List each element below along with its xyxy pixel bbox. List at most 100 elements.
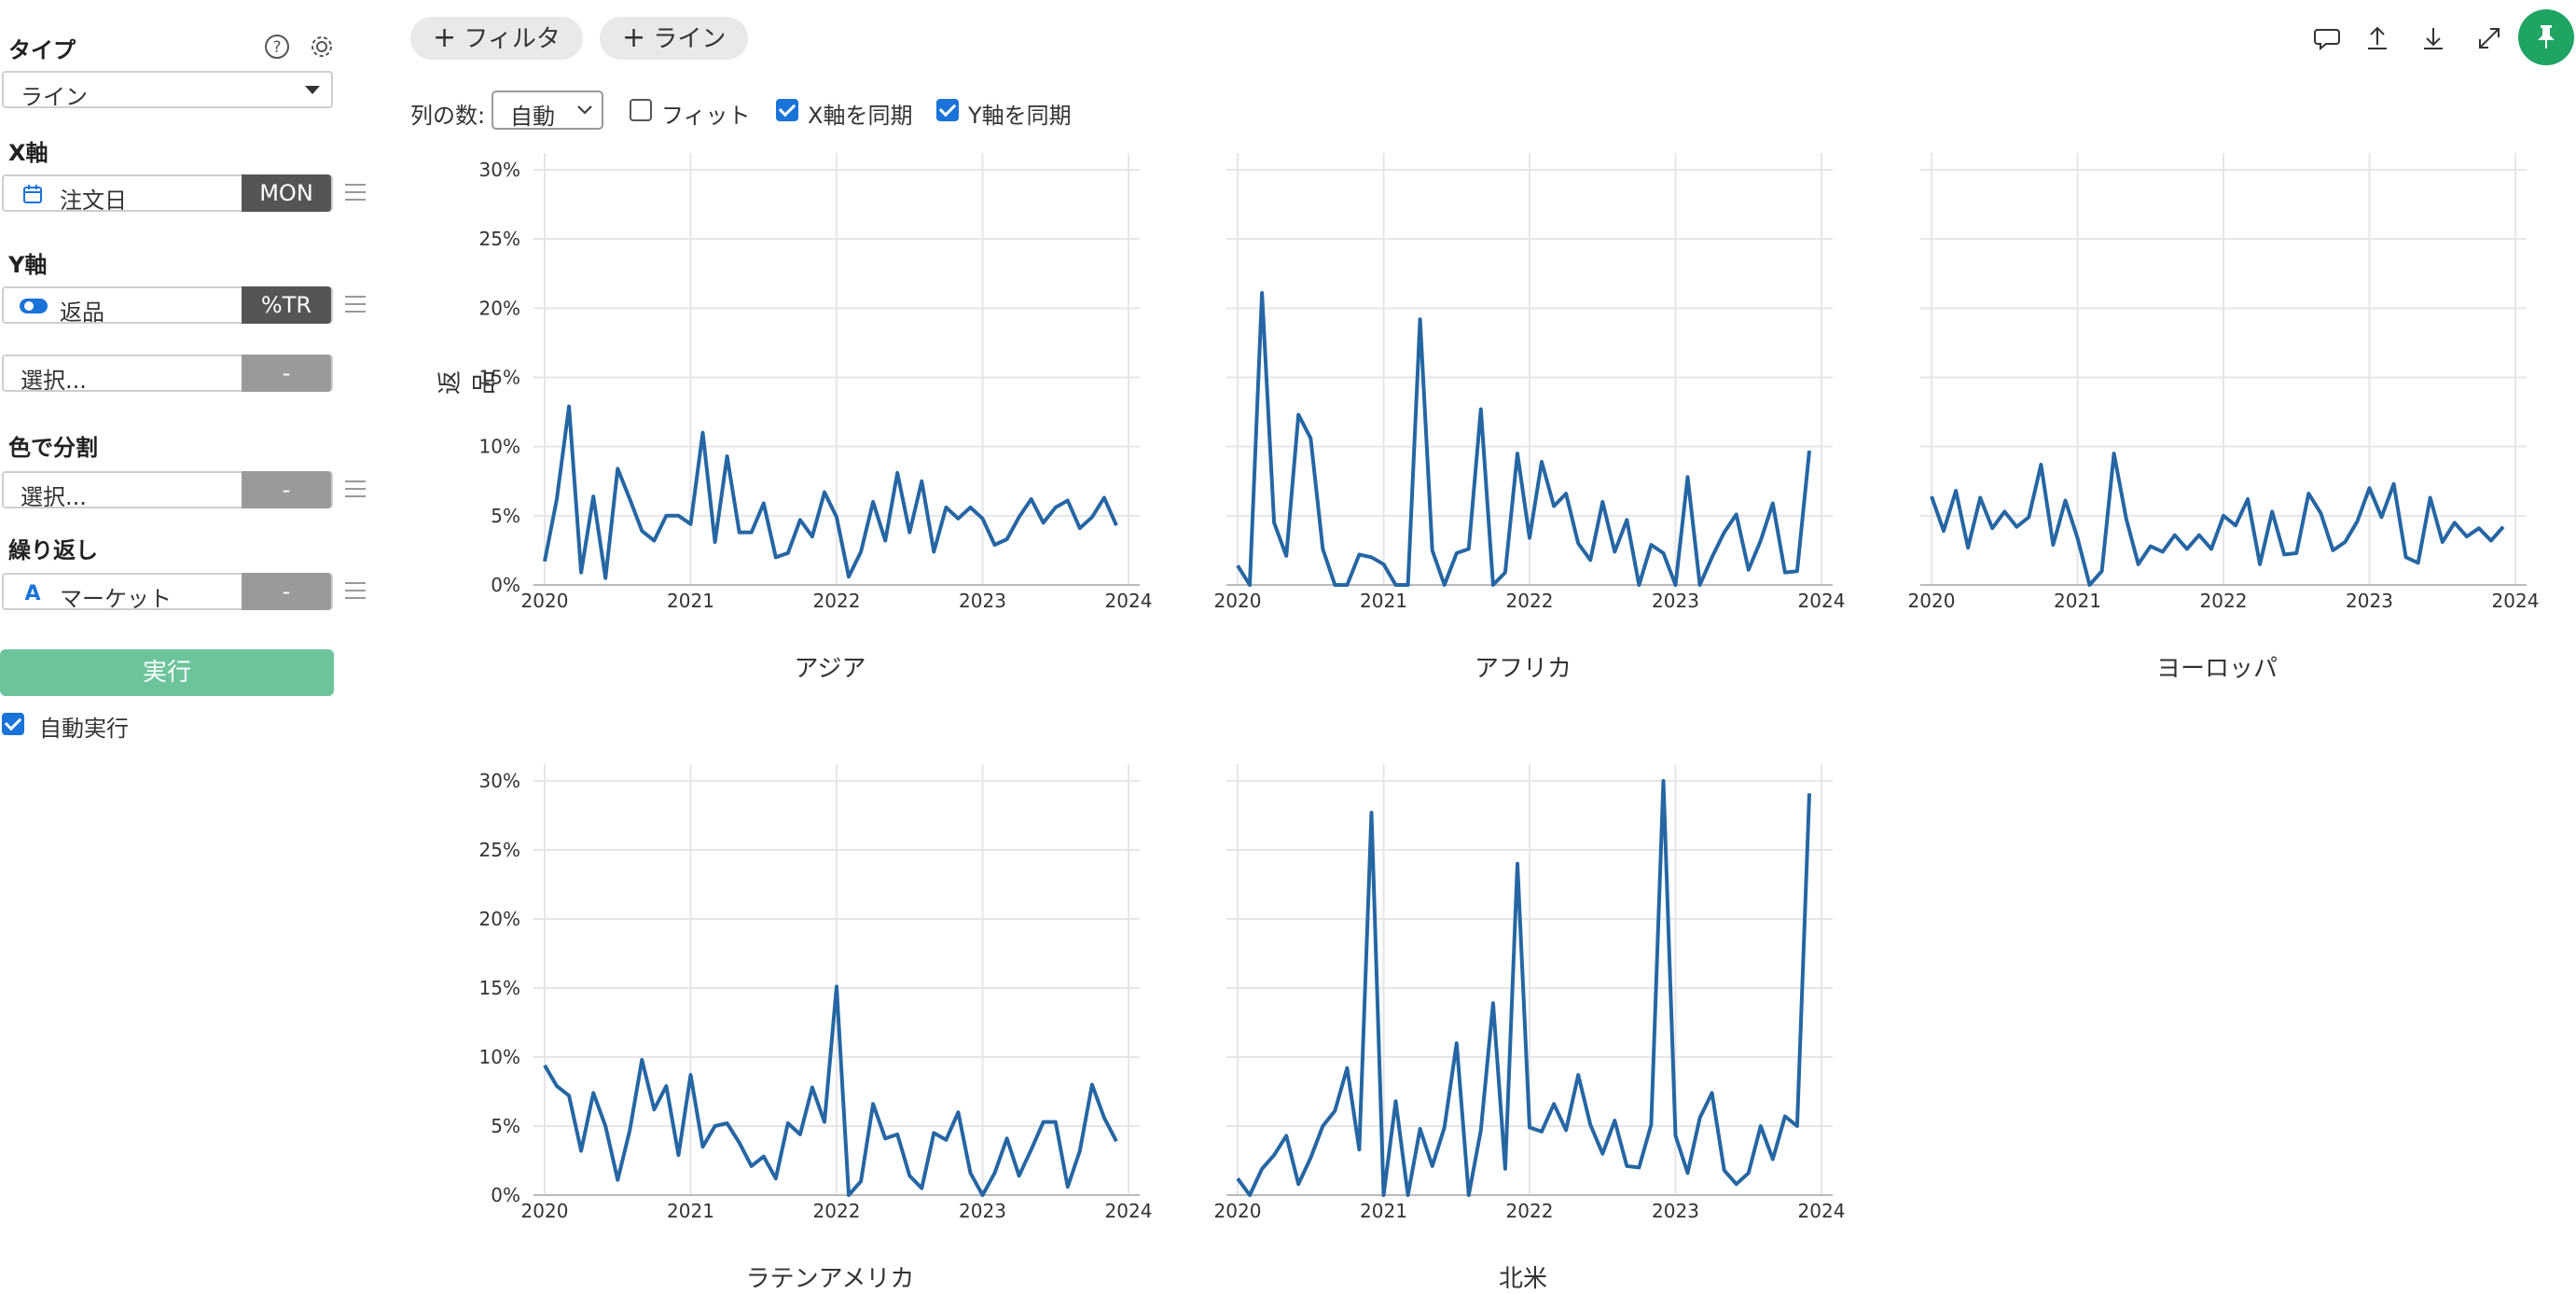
sync-x-label: X軸を同期	[808, 103, 913, 129]
panel-title-europe: ヨーロッパ	[2155, 655, 2278, 683]
color-split-placeholder: 選択...	[21, 484, 87, 510]
sync-x-checkbox[interactable]	[776, 99, 798, 121]
chevron-down-icon	[305, 86, 320, 94]
add-filter-label: フィルタ	[464, 25, 561, 53]
x-tick-label: 2021	[1360, 590, 1407, 612]
color-split-agg: -	[242, 471, 331, 508]
sync-y-checkbox[interactable]	[936, 99, 959, 121]
auto-run-checkbox[interactable]	[2, 713, 24, 735]
toggle-icon	[20, 299, 48, 313]
type-label: タイプ	[8, 37, 76, 63]
color-split-label: 色で分割	[8, 435, 98, 461]
x-tick-label: 2021	[1360, 1200, 1407, 1222]
calendar-icon	[23, 185, 42, 203]
pin-button[interactable]	[2518, 9, 2574, 65]
x-tick-label: 2022	[813, 1200, 861, 1222]
add-line-button[interactable]: + ライン	[600, 17, 749, 60]
color-split-field[interactable]: 選択... -	[2, 471, 333, 510]
repeat-label: 繰り返し	[8, 537, 98, 564]
y-tick-label: 10%	[479, 1046, 520, 1068]
series-line-latin-america	[543, 984, 1118, 1197]
series-line-africa	[1236, 291, 1811, 587]
svg-text:A: A	[24, 582, 40, 604]
y-extra-agg: -	[242, 355, 331, 392]
x-tick-label: 2022	[813, 590, 861, 612]
y-tick-label: 10%	[479, 436, 520, 458]
x-tick-label: 2022	[1506, 1200, 1554, 1222]
x-tick-label: 2021	[667, 590, 714, 612]
svg-text:?: ?	[272, 38, 281, 57]
y-tick-label: 5%	[491, 1115, 520, 1137]
panel-title-africa: アフリカ	[1474, 655, 1572, 683]
y-axis-field[interactable]: 返品 %TR	[2, 286, 333, 326]
x-tick-label: 2023	[2346, 590, 2393, 612]
y-extra-field[interactable]: 選択... -	[2, 355, 333, 394]
comment-icon[interactable]	[2311, 22, 2343, 54]
x-field-name: 注文日	[60, 188, 127, 214]
repeat-menu-icon[interactable]	[345, 582, 366, 605]
x-tick-label: 2020	[521, 590, 569, 612]
x-axis-label: X軸	[8, 140, 48, 166]
x-tick-label: 2024	[2492, 590, 2540, 612]
x-tick-label: 2020	[1214, 1200, 1262, 1222]
y-tick-label: 20%	[479, 297, 520, 319]
gear-icon[interactable]	[308, 33, 336, 61]
upload-icon[interactable]	[2361, 22, 2393, 54]
x-tick-label: 2020	[521, 1200, 569, 1222]
add-filter-button[interactable]: + フィルタ	[410, 17, 583, 60]
panel-title-north-america: 北米	[1498, 1265, 1547, 1293]
series-line-europe	[1930, 452, 2505, 587]
x-tick-label: 2021	[667, 1200, 714, 1222]
y-tick-label: 25%	[479, 228, 520, 250]
chart-type-value: ライン	[21, 84, 88, 110]
columns-label: 列の数:	[410, 103, 486, 129]
y-aggregation-button[interactable]: %TR	[242, 286, 331, 324]
chart-type-select[interactable]: ライン	[2, 71, 333, 110]
text-type-icon: A	[24, 582, 40, 604]
x-tick-label: 2023	[959, 1200, 1006, 1222]
x-tick-label: 2023	[959, 590, 1006, 612]
x-tick-label: 2023	[1652, 590, 1699, 612]
x-tick-label: 2023	[1652, 1200, 1699, 1222]
download-icon[interactable]	[2417, 22, 2449, 54]
panel-title-latin-america: ラテンアメリカ	[745, 1265, 915, 1293]
run-button[interactable]: 実行	[0, 649, 334, 696]
y-axis-menu-icon[interactable]	[345, 296, 366, 318]
y-tick-label: 5%	[491, 505, 520, 527]
color-split-menu-icon[interactable]	[345, 480, 366, 503]
y-tick-label: 25%	[479, 839, 520, 861]
x-axis-menu-icon[interactable]	[345, 184, 366, 206]
expand-icon[interactable]	[2473, 22, 2505, 54]
series-line-north-america	[1236, 779, 1811, 1197]
x-tick-label: 2022	[2200, 590, 2248, 612]
x-aggregation-button[interactable]: MON	[242, 174, 331, 212]
y-extra-placeholder: 選択...	[21, 368, 87, 394]
auto-run-label: 自動実行	[39, 716, 129, 742]
x-tick-label: 2022	[1506, 590, 1554, 612]
fit-label: フィット	[661, 103, 751, 129]
columns-value: 自動	[510, 104, 555, 130]
pin-icon	[2538, 25, 2555, 49]
x-tick-label: 2021	[2054, 590, 2101, 612]
y-axis-label: Y軸	[8, 252, 48, 278]
plus-icon: +	[433, 21, 457, 54]
x-tick-label: 2020	[1214, 590, 1262, 612]
x-tick-label: 2024	[1798, 590, 1846, 612]
y-tick-label: 0%	[491, 574, 520, 596]
y-tick-label: 30%	[479, 159, 520, 181]
x-axis-field[interactable]: 注文日 MON	[2, 174, 333, 214]
repeat-field-name: マーケット	[60, 586, 172, 612]
x-tick-label: 2020	[1908, 590, 1956, 612]
x-tick-label: 2024	[1105, 590, 1153, 612]
help-icon[interactable]: ?	[263, 33, 291, 61]
sync-y-label: Y軸を同期	[968, 103, 1072, 129]
repeat-field[interactable]: A マーケット -	[2, 573, 333, 612]
x-tick-label: 2024	[1798, 1200, 1846, 1222]
fit-checkbox[interactable]	[630, 99, 652, 121]
series-line-asia	[543, 404, 1118, 580]
columns-select[interactable]: 自動	[492, 90, 603, 130]
y-field-name: 返品	[60, 299, 104, 326]
y-tick-label: 30%	[479, 770, 520, 792]
panel-title-asia: アジア	[794, 655, 866, 683]
